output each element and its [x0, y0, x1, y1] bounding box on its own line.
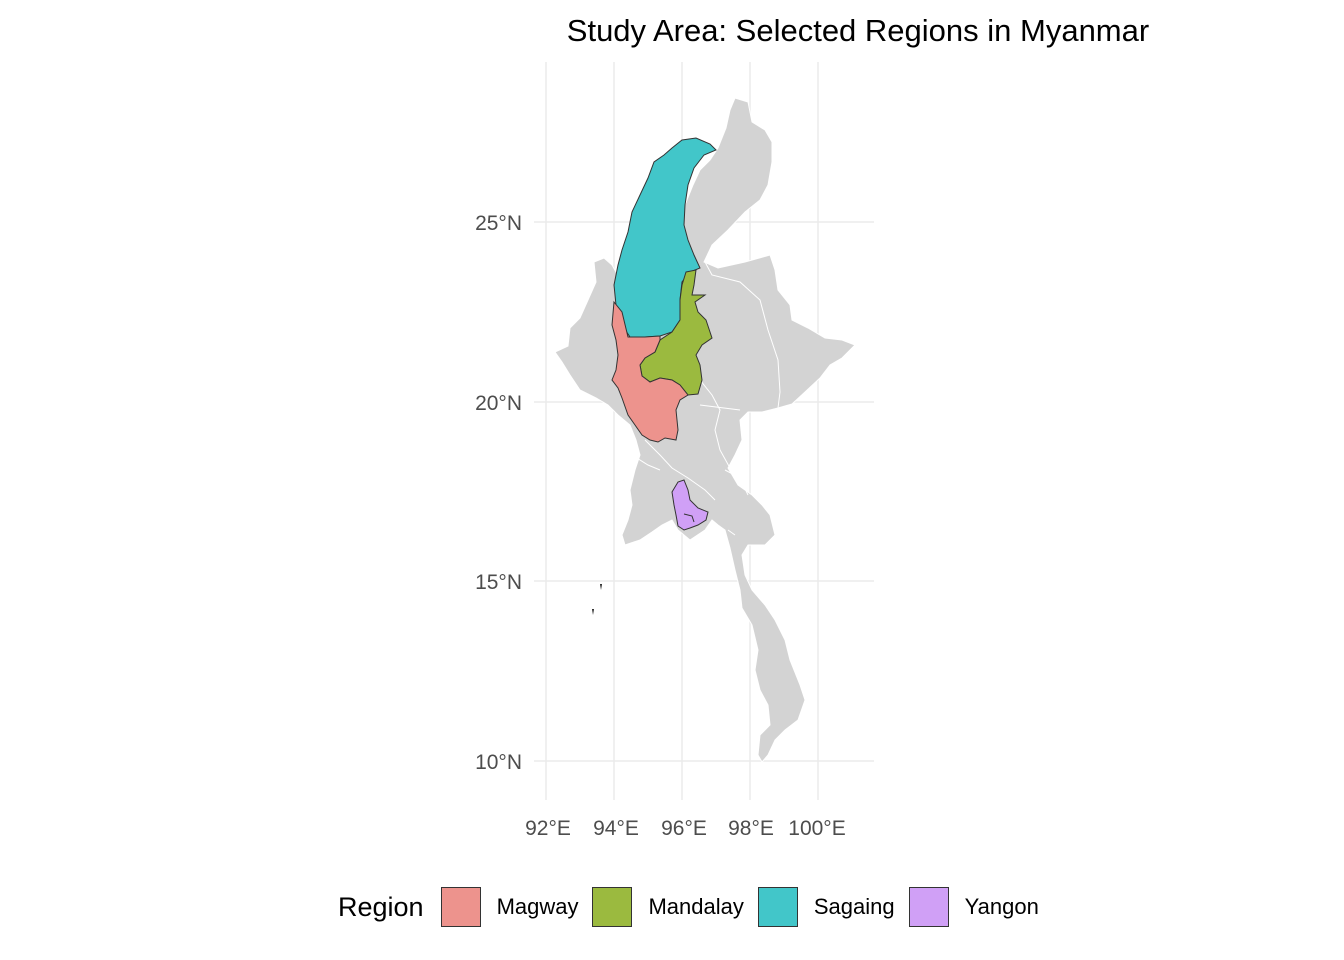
region-yangon[interactable]	[671, 479, 709, 531]
lat-tick-label: 25°N	[475, 212, 522, 235]
lon-tick-label: 98°E	[728, 817, 774, 840]
island-1	[600, 584, 602, 590]
legend-item-sagaing[interactable]: Sagaing	[757, 887, 895, 927]
legend-item-mandalay[interactable]: Mandalay	[592, 887, 744, 927]
study-regions	[611, 137, 717, 531]
map-title: Study Area: Selected Regions in Myanmar	[567, 13, 1149, 48]
lat-tick-label: 15°N	[475, 571, 522, 594]
lon-tick-label: 100°E	[788, 817, 845, 840]
legend-label: Magway	[496, 894, 579, 919]
legend: Region Magway Mandalay Sagaing Yangon	[338, 883, 1053, 931]
legend-label: Yangon	[964, 894, 1039, 919]
legend-title: Region	[338, 891, 424, 922]
other-regions	[554, 97, 856, 763]
myanmar-base	[554, 97, 856, 763]
lon-ticks: 92°E 94°E 96°E 98°E 100°E	[525, 817, 846, 840]
internal-boundaries	[619, 261, 781, 536]
lat-tick-label: 20°N	[475, 392, 522, 415]
legend-swatch-magway	[440, 887, 481, 927]
lon-tick-label: 92°E	[525, 817, 571, 840]
island-2	[592, 609, 594, 615]
lon-tick-label: 94°E	[593, 817, 639, 840]
legend-item-magway[interactable]: Magway	[440, 887, 579, 927]
legend-label: Sagaing	[813, 894, 895, 919]
region-magway[interactable]	[611, 300, 689, 443]
region-yangon-outline	[683, 513, 695, 523]
legend-item-yangon[interactable]: Yangon	[908, 887, 1039, 927]
lat-tick-label: 10°N	[475, 751, 522, 774]
lon-tick-label: 96°E	[661, 817, 707, 840]
legend-swatch-mandalay	[592, 887, 633, 927]
legend-swatch-yangon	[908, 887, 949, 927]
legend-swatch-sagaing	[757, 887, 798, 927]
legend-label: Mandalay	[648, 894, 744, 919]
lat-ticks: 25°N 20°N 15°N 10°N	[475, 212, 522, 774]
